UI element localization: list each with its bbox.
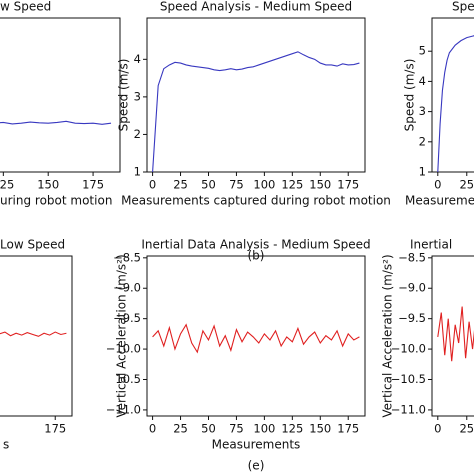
y-axis-label: Vertical Acceleration (m/s²) — [381, 254, 395, 417]
x-tick-label: 175 — [337, 178, 359, 192]
x-tick-label: 75 — [229, 422, 244, 436]
x-tick-label: 25 — [459, 422, 474, 436]
x-tick-label: 0 — [434, 422, 441, 436]
y-tick-label: 1 — [134, 165, 141, 179]
y-tick-label: −9.5 — [398, 311, 426, 325]
y-tick-label: −9.0 — [113, 281, 141, 295]
chart-title: Low Speed — [0, 238, 65, 252]
chart-title: Speed Analysis - Medium Speed — [160, 0, 352, 14]
y-tick-label: −8.5 — [113, 250, 141, 264]
data-line — [0, 331, 67, 337]
chart-title: Spe — [452, 0, 474, 14]
y-tick-label: 4 — [134, 52, 141, 66]
x-tick-label: 125 — [281, 178, 303, 192]
y-tick-label: 10.5 — [115, 372, 141, 386]
y-tick-label: 4 — [419, 74, 426, 88]
chart-title: Inertial Data Analysis - Medium Speed — [141, 238, 370, 252]
x-tick-label: 25 — [173, 178, 188, 192]
y-tick-label: 3 — [134, 89, 141, 103]
y-tick-label: 5 — [419, 44, 426, 58]
y-tick-label: 2 — [419, 134, 426, 148]
x-tick-label: 175 — [337, 422, 359, 436]
y-axis-label: Vertical Acceleration (m/s²) — [115, 254, 129, 417]
data-line — [437, 35, 474, 173]
chart-title: w Speed — [0, 0, 51, 14]
x-tick-label: 150 — [309, 422, 331, 436]
x-tick-label: 75 — [229, 178, 244, 192]
y-tick-label: 2 — [134, 127, 141, 141]
y-tick-label: −10.0 — [106, 342, 141, 356]
x-axis-label: s — [3, 438, 9, 452]
y-tick-label: −11.0 — [106, 402, 141, 416]
y-tick-label: −8.5 — [398, 250, 426, 264]
data-line — [437, 306, 474, 362]
y-tick-label: 1 — [419, 165, 426, 179]
x-tick-label: 175 — [82, 178, 104, 192]
x-axis-label: Measurements — [212, 438, 301, 452]
x-tick-label: 150 — [37, 178, 59, 192]
plot-frame — [431, 17, 474, 173]
data-line — [0, 120, 112, 125]
plot-frame — [146, 255, 366, 417]
plot-frame — [0, 255, 73, 417]
x-tick-label: 0 — [434, 178, 441, 192]
y-axis-label: Speed (m/s) — [117, 59, 131, 132]
x-tick-label: 50 — [201, 178, 216, 192]
y-tick-label: −11.0 — [391, 402, 426, 416]
panel-caption: (e) — [248, 459, 265, 473]
x-tick-label: 125 — [281, 422, 303, 436]
x-tick-label: 0 — [149, 178, 156, 192]
data-line — [152, 51, 360, 173]
y-tick-label: −10.5 — [391, 372, 426, 386]
data-line — [152, 323, 360, 354]
plot-frame — [431, 255, 474, 417]
x-axis-label: uring robot motion — [0, 194, 112, 208]
x-axis-label: Measureme — [405, 194, 474, 208]
y-axis-label: Speed (m/s) — [403, 59, 417, 132]
plot-frame — [0, 17, 121, 173]
x-tick-label: 50 — [201, 422, 216, 436]
y-tick-label: 3 — [419, 104, 426, 118]
x-tick-label: 25 — [173, 422, 188, 436]
x-tick-label: 150 — [309, 178, 331, 192]
plot-frame — [146, 17, 366, 173]
y-tick-label: −9.0 — [398, 281, 426, 295]
y-tick-label: −9.5 — [113, 311, 141, 325]
x-tick-label: 25 — [459, 178, 474, 192]
y-tick-label: −10.0 — [391, 342, 426, 356]
x-tick-label: 0 — [149, 422, 156, 436]
x-tick-label: 100 — [253, 178, 275, 192]
x-tick-label: 125 — [0, 178, 14, 192]
chart-title: Inertial — [410, 238, 452, 252]
x-tick-label: 100 — [253, 422, 275, 436]
x-tick-label: 175 — [44, 422, 66, 436]
x-axis-label: Measurements captured during robot motio… — [121, 194, 391, 208]
